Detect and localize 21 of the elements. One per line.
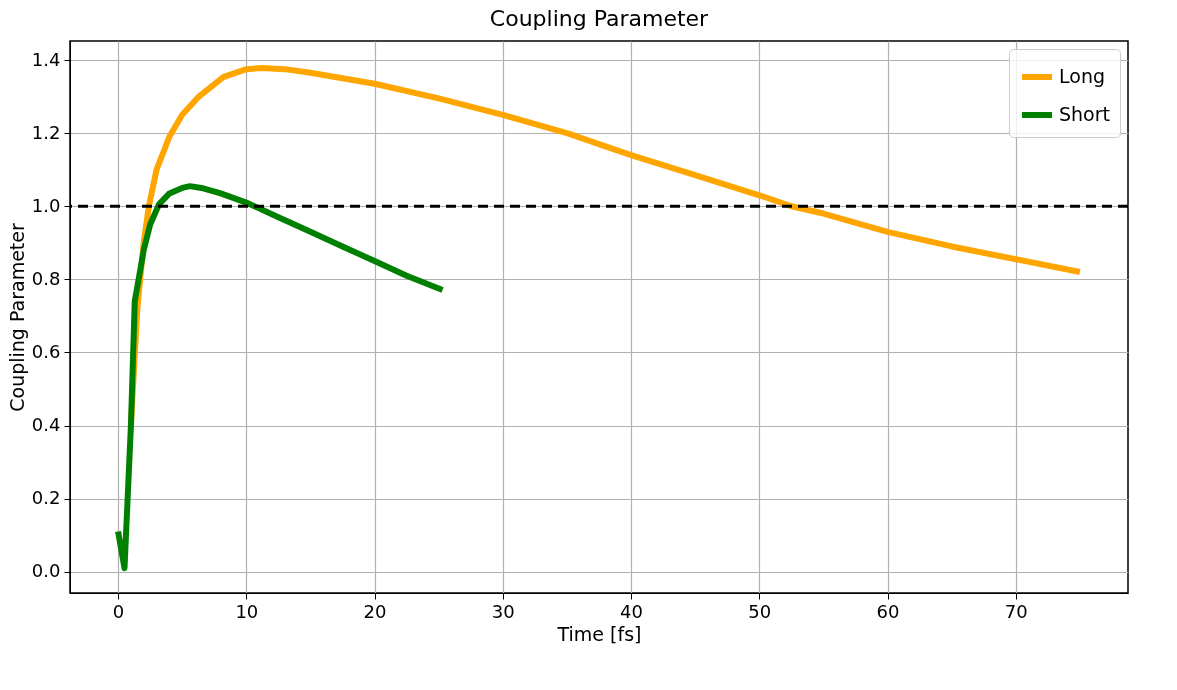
y-tick-label: 1.0 — [31, 194, 61, 216]
y-tick-label: 0.8 — [31, 267, 61, 289]
y-tick-label: 1.2 — [31, 121, 61, 143]
y-axis-title: Coupling Parameter — [5, 223, 28, 412]
x-tick-label: 10 — [235, 600, 259, 622]
x-tick-label: 60 — [876, 600, 900, 622]
x-tick-label: 50 — [748, 600, 772, 622]
y-tick-label: 0.2 — [31, 487, 61, 509]
y-tick-label: 0.6 — [31, 340, 61, 362]
x-tick-label: 70 — [1004, 600, 1028, 622]
legend-label: Long — [1059, 65, 1105, 87]
x-tick-label: 20 — [363, 600, 387, 622]
y-tick-label: 0.4 — [31, 414, 61, 436]
legend-label: Short — [1059, 103, 1110, 125]
x-tick-label: 40 — [620, 600, 644, 622]
x-tick-label: 0 — [112, 600, 125, 622]
y-tick-label: 1.4 — [31, 48, 61, 70]
y-tick-label: 0.0 — [31, 560, 61, 582]
x-tick-label: 30 — [491, 600, 515, 622]
x-axis-title: Time [fs] — [556, 622, 642, 645]
chart-title: Coupling Parameter — [489, 6, 710, 31]
